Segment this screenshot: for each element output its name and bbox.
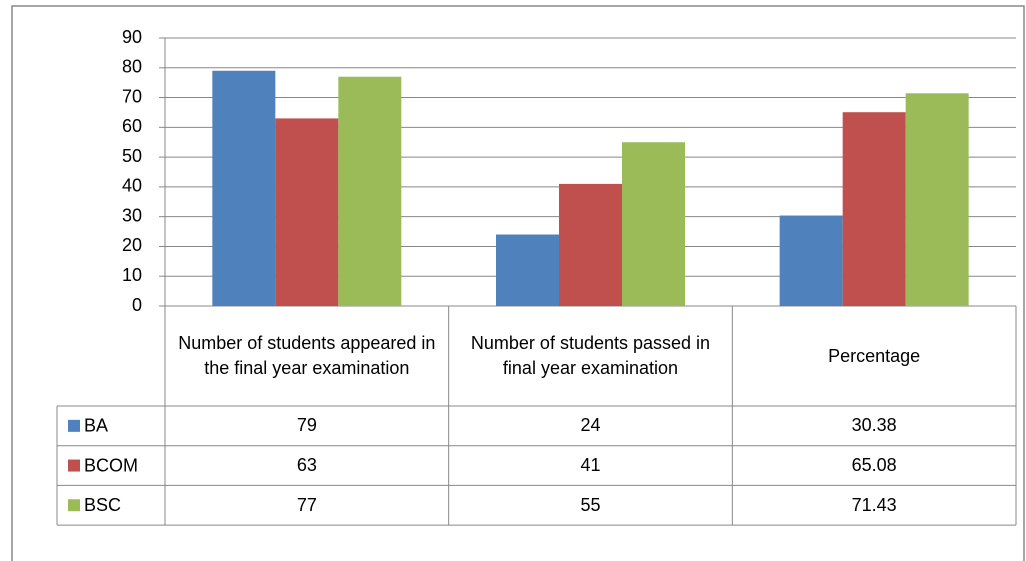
- y-tick-label: 20: [122, 235, 142, 255]
- legend-label: BCOM: [84, 455, 138, 475]
- legend-key: [68, 499, 80, 512]
- x-category-label: Percentage: [828, 345, 921, 366]
- y-tick-label: 90: [122, 27, 142, 47]
- bar: [559, 183, 622, 306]
- bar: [275, 118, 339, 307]
- table-value: 41: [580, 455, 601, 476]
- table-value: 77: [296, 494, 317, 515]
- y-tick-label: 70: [122, 86, 142, 106]
- y-tick-label: 30: [122, 205, 142, 225]
- y-tick-label: 0: [132, 295, 142, 315]
- bar: [842, 112, 906, 306]
- bar: [779, 215, 843, 306]
- bar: [905, 93, 969, 306]
- y-tick-label: 40: [122, 176, 142, 196]
- table-value: 65.08: [851, 455, 897, 476]
- bar: [338, 76, 402, 306]
- chart-frame: [11, 5, 1025, 561]
- bar: [212, 70, 276, 306]
- y-tick-label: 50: [122, 146, 142, 166]
- x-category-label: Number of students appeared in the final…: [178, 333, 436, 378]
- x-category-label: Number of students passed in final year …: [470, 333, 711, 378]
- bar: [496, 234, 559, 306]
- legend-key: [68, 419, 80, 432]
- y-tick-label: 10: [122, 265, 142, 285]
- legend-key: [68, 459, 80, 472]
- legend-label: BSC: [84, 495, 121, 515]
- table-value: 55: [580, 494, 601, 515]
- legend-label: BA: [84, 416, 108, 436]
- table-value: 71.43: [851, 494, 897, 515]
- table-value: 63: [296, 455, 317, 476]
- bar: [622, 142, 685, 306]
- table-value: 24: [580, 415, 601, 436]
- y-tick-label: 60: [122, 116, 142, 136]
- table-value: 79: [296, 415, 317, 436]
- table-value: 30.38: [851, 415, 897, 436]
- y-tick-label: 80: [122, 57, 142, 77]
